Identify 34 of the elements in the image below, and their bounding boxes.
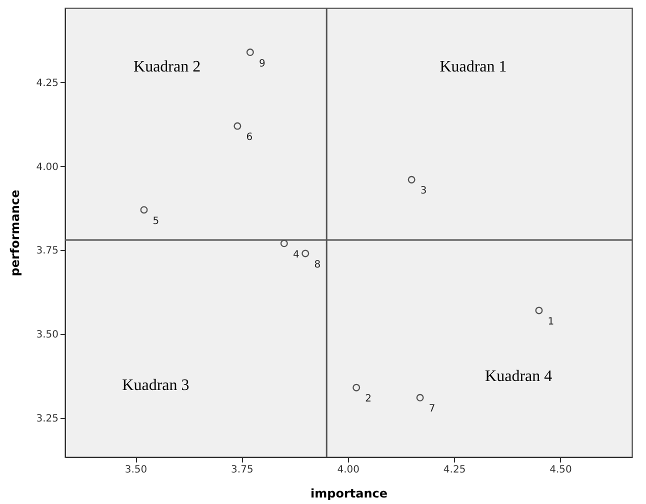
annotation: 1: [548, 316, 554, 328]
y-tick-label: 3.25: [36, 413, 58, 424]
point: [408, 176, 416, 184]
annotation: 5: [152, 216, 160, 227]
annotation: 3: [420, 186, 427, 197]
point: [140, 206, 148, 214]
annotation: Kuadran 4: [485, 368, 552, 386]
y-axis-title: performance: [8, 190, 22, 276]
annotation: Kuadran 3: [122, 377, 190, 394]
y-tick-label: 3.50: [36, 329, 58, 340]
annotation: 4: [292, 249, 300, 260]
annotation: 9: [258, 58, 266, 70]
point: [416, 394, 424, 402]
annotation: Kuadran 1: [440, 58, 507, 76]
point: [302, 250, 310, 258]
y-tick-label: 3.75: [36, 246, 58, 257]
annotation: 6: [246, 132, 253, 144]
annotation: 2: [365, 394, 372, 405]
point: [280, 240, 288, 248]
x-tick-label: 3.50: [124, 464, 148, 476]
annotation: Kuadran 2: [134, 58, 201, 76]
y-tick-label: 4.25: [36, 78, 58, 89]
x-tick-label: 4.25: [443, 464, 466, 476]
point: [352, 384, 360, 392]
point: [246, 48, 254, 56]
point: [234, 122, 242, 130]
point: [535, 306, 543, 314]
x-tick-label: 4.50: [550, 464, 572, 476]
y-tick-label: 4.00: [36, 162, 58, 173]
annotation: 7: [428, 404, 436, 415]
x-tick-label: 4.00: [337, 464, 360, 476]
x-tick-label: 3.75: [231, 464, 254, 476]
annotation: 8: [314, 259, 321, 270]
x-axis-title: importance: [310, 486, 388, 500]
